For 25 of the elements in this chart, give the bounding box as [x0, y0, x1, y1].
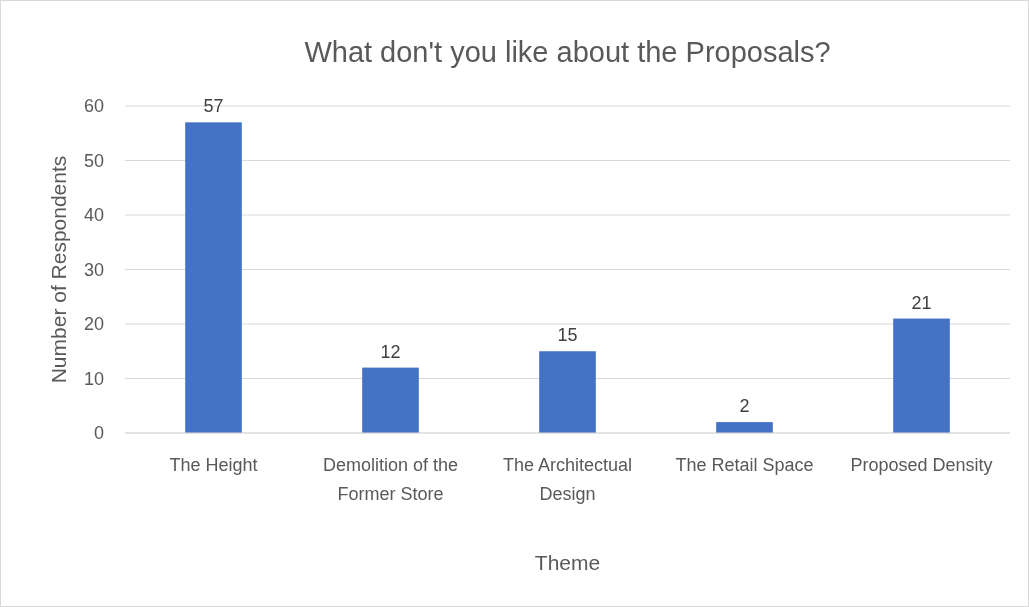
chart-title: What don't you like about the Proposals? [304, 36, 831, 68]
y-tick-label: 50 [83, 150, 104, 171]
y-tick-label: 30 [83, 259, 104, 280]
data-label: 12 [380, 341, 401, 362]
bar [185, 122, 242, 433]
data-label: 2 [739, 396, 750, 417]
bar [362, 367, 419, 433]
x-tick-label: The Architectual Design [502, 455, 633, 504]
x-tick-label: Proposed Density [850, 455, 993, 475]
y-tick-label: 40 [83, 205, 104, 226]
data-label: 57 [203, 96, 224, 117]
x-axis-title: Theme [534, 551, 601, 574]
bar [893, 318, 950, 433]
y-tick-label: 0 [93, 423, 104, 444]
bar [716, 422, 773, 433]
x-tick-label: Demolition of the Former Store [322, 455, 459, 504]
data-label: 21 [911, 292, 932, 313]
y-axis-title: Number of Respondents [47, 155, 70, 384]
data-label: 15 [557, 325, 578, 346]
y-tick-label: 20 [83, 314, 104, 335]
y-tick-label: 10 [83, 368, 104, 389]
y-tick-label: 60 [83, 96, 104, 117]
x-tick-label: The Retail Space [675, 455, 814, 475]
bar [539, 351, 596, 433]
x-tick-label: The Height [169, 455, 258, 475]
